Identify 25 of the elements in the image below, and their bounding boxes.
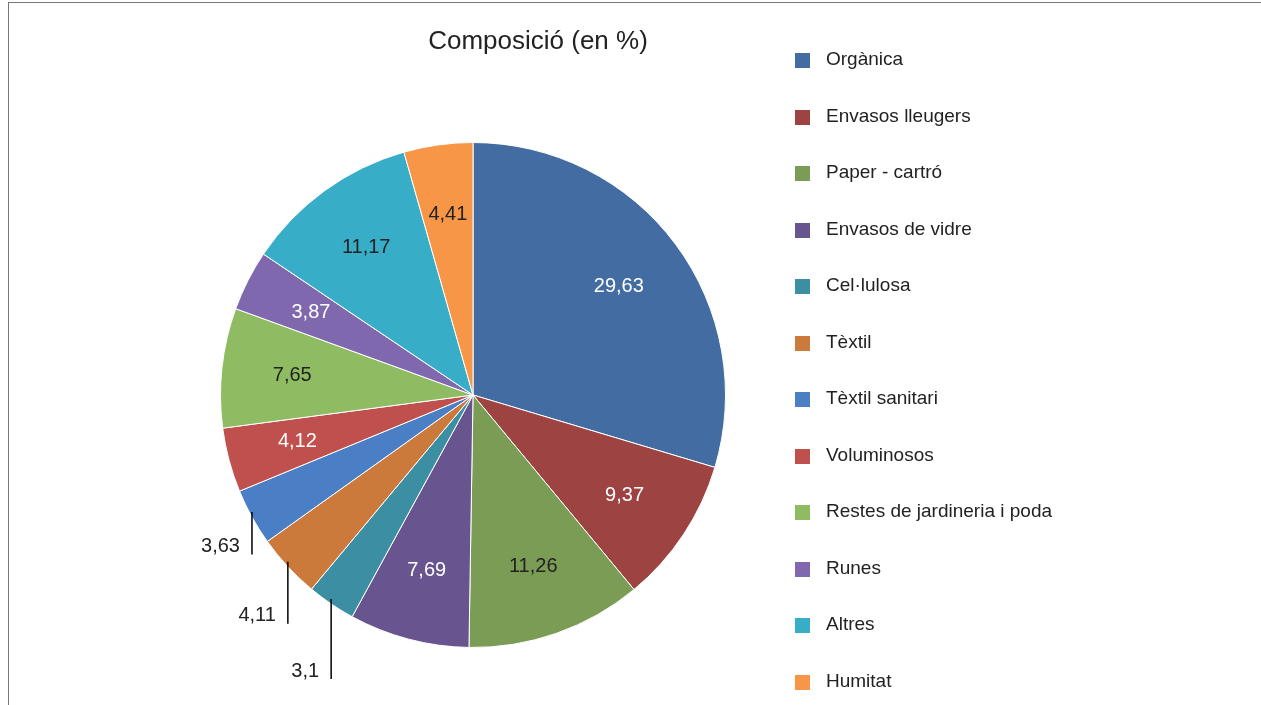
legend-label: Tèxtil sanitari: [826, 387, 938, 409]
legend-label: Envasos de vidre: [826, 217, 972, 240]
data-label: 7,69: [407, 558, 447, 581]
legend-label: Altres: [826, 613, 875, 635]
data-label: 4,12: [277, 429, 317, 452]
data-label: 4,41: [428, 202, 468, 225]
data-label: 11,17: [341, 235, 391, 258]
legend-label: Orgànica: [826, 48, 904, 70]
legend-label: Tèxtil: [826, 330, 872, 353]
data-label: 7,65: [272, 362, 312, 385]
legend-label: Cel·lulosa: [826, 274, 911, 296]
legend-label: Humitat: [826, 669, 892, 692]
data-label: 29,63: [593, 273, 644, 296]
data-label: 9,37: [605, 482, 645, 505]
legend-label: Voluminosos: [826, 443, 934, 466]
legend-label: Runes: [826, 556, 881, 579]
legend-label: Envasos lleugers: [826, 104, 971, 127]
data-label: 3,87: [291, 300, 331, 323]
legend-label: Paper - cartró: [826, 161, 943, 183]
data-label: 3,1: [291, 658, 320, 681]
data-label: 11,26: [508, 554, 558, 577]
chart-title: Composició (en %): [428, 25, 648, 56]
data-label: 3,63: [201, 534, 240, 557]
legend-label: Restes de jardineria i poda: [826, 500, 1053, 522]
data-label: 4,11: [238, 603, 276, 626]
